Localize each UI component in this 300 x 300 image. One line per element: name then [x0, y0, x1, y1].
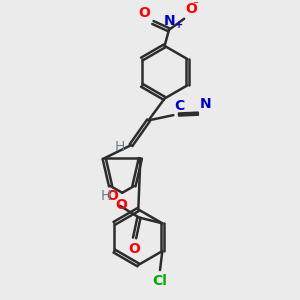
Text: H: H [100, 189, 111, 203]
Text: ⁻: ⁻ [192, 1, 198, 10]
Text: Cl: Cl [152, 274, 167, 288]
Text: O: O [107, 189, 118, 203]
Text: N: N [200, 97, 211, 111]
Text: O: O [186, 2, 197, 16]
Text: C: C [174, 99, 184, 113]
Text: O: O [128, 242, 140, 256]
Text: O: O [116, 198, 127, 212]
Text: O: O [139, 6, 151, 20]
Text: N: N [164, 14, 176, 28]
Text: +: + [176, 20, 184, 30]
Text: H: H [114, 140, 124, 154]
